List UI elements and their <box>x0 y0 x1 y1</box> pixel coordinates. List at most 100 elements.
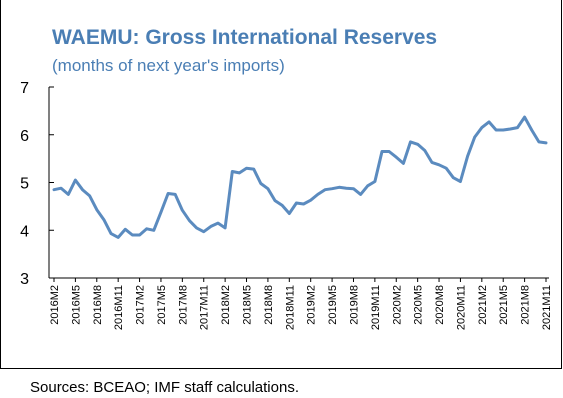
x-tick-label: 2020M8 <box>434 285 446 325</box>
data-point <box>445 167 448 170</box>
y-tick-label: 4 <box>20 223 29 240</box>
data-point <box>88 194 91 198</box>
x-tick-label: 2020M2 <box>391 285 403 325</box>
x-tick-label: 2017M5 <box>156 285 168 325</box>
data-point <box>395 156 398 159</box>
data-point <box>452 176 455 179</box>
data-point <box>459 180 462 183</box>
data-point <box>430 161 434 164</box>
x-tick-label: 2016M11 <box>113 285 125 330</box>
data-point <box>373 180 377 183</box>
data-point <box>259 182 262 185</box>
data-point <box>338 186 341 189</box>
chart-subtitle: (months of next year's imports) <box>52 56 285 75</box>
data-point <box>516 126 519 129</box>
x-tick-label: 2020M5 <box>413 285 425 325</box>
x-tick-label: 2018M2 <box>220 285 232 325</box>
data-point <box>231 170 234 173</box>
x-tick-label: 2018M5 <box>242 285 254 325</box>
data-point <box>245 167 248 170</box>
data-point <box>145 227 148 230</box>
data-point <box>323 188 327 191</box>
data-point <box>316 193 319 196</box>
data-point <box>188 219 191 222</box>
data-point <box>295 201 298 205</box>
data-point <box>252 167 255 171</box>
data-point <box>159 210 163 214</box>
data-point <box>238 171 241 175</box>
data-point <box>423 149 426 152</box>
x-tick-label: 2021M8 <box>520 285 532 325</box>
data-point <box>52 188 56 191</box>
x-axis-tick-labels: 2016M2 2016M5 2016M8 2016M11 2017M2 2017M5 201… <box>49 285 553 330</box>
y-tick-label: 3 <box>20 271 29 288</box>
x-tick-label: 2019M8 <box>348 285 360 325</box>
data-point <box>273 199 277 202</box>
data-point <box>487 120 491 124</box>
data-point <box>530 128 533 132</box>
data-point <box>437 163 441 166</box>
x-tick-label: 2019M11 <box>370 285 382 330</box>
data-point <box>74 178 77 182</box>
x-tick-label: 2018M8 <box>263 285 275 325</box>
data-point <box>195 226 198 230</box>
data-point <box>509 127 512 131</box>
data-point <box>330 187 334 190</box>
data-point <box>302 202 305 206</box>
x-tick-label: 2017M11 <box>199 285 211 330</box>
y-tick-label: 6 <box>20 128 29 145</box>
data-point <box>473 135 476 139</box>
data-point <box>366 184 369 187</box>
x-tick-label: 2021M2 <box>477 285 489 325</box>
data-point <box>81 188 84 191</box>
data-point <box>138 233 141 237</box>
y-tick-label: 5 <box>20 176 29 193</box>
data-point <box>223 226 227 230</box>
data-point <box>67 193 70 196</box>
x-tick-label: 2020M11 <box>455 285 467 330</box>
data-point <box>416 143 419 146</box>
x-tick-label: 2016M2 <box>49 285 61 325</box>
data-point <box>131 233 134 237</box>
x-tick-label: 2016M5 <box>70 285 82 325</box>
data-point <box>288 212 291 215</box>
data-point <box>544 141 548 145</box>
data-point <box>502 128 505 132</box>
x-tick-label: 2021M5 <box>498 285 510 325</box>
data-point <box>174 193 177 196</box>
x-tick-label: 2017M2 <box>135 285 147 325</box>
data-point <box>209 225 213 228</box>
data-point <box>409 140 412 144</box>
data-point <box>166 192 170 195</box>
data-point <box>387 150 391 153</box>
data-point <box>102 218 106 221</box>
x-tick-label: 2019M2 <box>306 285 318 325</box>
data-point <box>202 230 205 233</box>
data-point <box>359 193 362 196</box>
source-note: Sources: BCEAO; IMF staff calculations. <box>30 379 299 396</box>
data-point <box>216 221 220 225</box>
data-point <box>109 232 113 235</box>
chart-title: WAEMU: Gross International Reserves <box>52 26 438 49</box>
data-point <box>480 126 483 129</box>
data-point <box>380 150 384 153</box>
data-point <box>345 187 348 190</box>
x-tick-label: 2019M5 <box>327 285 339 325</box>
data-point <box>494 128 498 132</box>
x-tick-label: 2018M11 <box>284 285 296 330</box>
chart-frame <box>0 0 562 369</box>
x-tick-label: 2016M8 <box>92 285 104 325</box>
data-point <box>124 228 127 231</box>
data-point <box>537 140 541 144</box>
data-point <box>402 162 405 165</box>
data-point <box>152 229 155 232</box>
data-point <box>181 209 184 212</box>
data-point <box>309 199 312 202</box>
x-tick-label: 2021M11 <box>541 285 553 330</box>
data-point <box>266 187 270 190</box>
data-point <box>352 187 355 190</box>
x-tick-label: 2017M8 <box>177 285 189 325</box>
data-point <box>59 187 63 190</box>
series-lines <box>52 115 548 239</box>
